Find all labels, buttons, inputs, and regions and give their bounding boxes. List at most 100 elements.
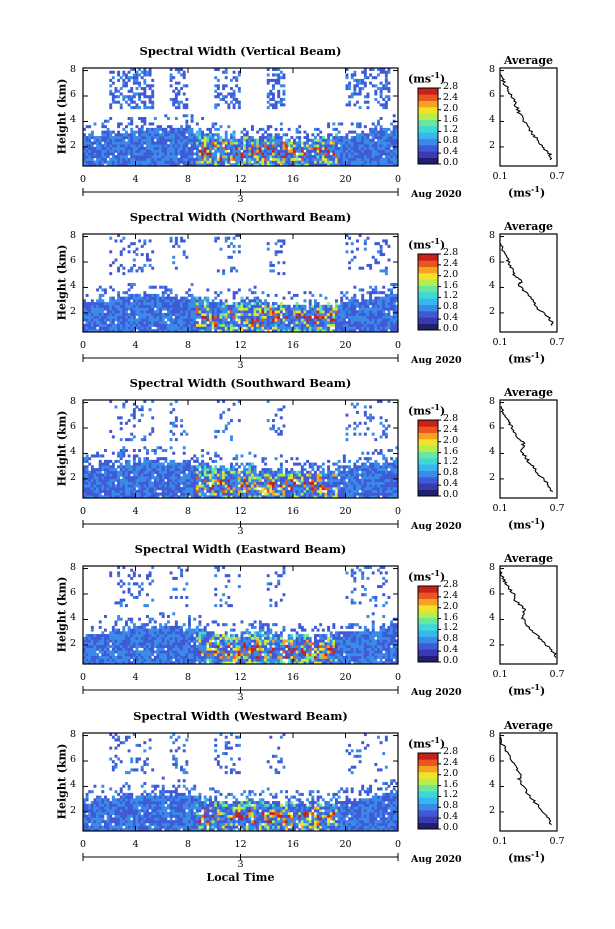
heatmap-cell [209, 468, 212, 472]
heatmap-cell [230, 468, 233, 472]
heatmap-cell [188, 155, 191, 159]
heatmap-cell [119, 329, 123, 333]
heatmap-cell [83, 144, 86, 148]
heatmap-cell [125, 95, 128, 99]
heatmap-cell [237, 473, 241, 477]
heatmap-cell [190, 310, 194, 314]
heatmap-cell [248, 299, 252, 303]
heatmap-cell [135, 492, 139, 496]
heatmap-cell [282, 73, 286, 77]
heatmap-cell [266, 157, 270, 161]
heatmap-cell [269, 89, 273, 93]
heatmap-cell [274, 484, 278, 488]
heatmap-cell [266, 495, 270, 499]
heatmap-cell [353, 130, 357, 134]
heatmap-cell [264, 160, 268, 164]
heatmap-cell [277, 92, 281, 96]
heatmap-cell [371, 323, 375, 327]
heatmap-cell [151, 103, 155, 107]
heatmap-cell [298, 321, 302, 325]
heatmap-cell [253, 468, 257, 472]
heatmap-cell [106, 495, 110, 499]
heatmap-cell [122, 454, 126, 458]
heatmap-cell [316, 302, 320, 306]
heatmap-cell [274, 160, 278, 164]
heatmap-cell [353, 149, 357, 153]
heatmap-cell [153, 133, 157, 137]
heatmap-cell [151, 470, 155, 474]
heatmap-cell [111, 323, 115, 327]
heatmap-cell [261, 487, 265, 491]
heatmap-cell [188, 321, 191, 325]
heatmap-cell [151, 489, 155, 493]
heatmap-cell [138, 304, 142, 308]
heatmap-cell [314, 146, 317, 150]
heatmap-cell [230, 476, 233, 480]
heatmap-cell [395, 146, 399, 150]
heatmap-cell [195, 484, 199, 488]
heatmap-cell [222, 160, 226, 164]
heatmap-cell [321, 138, 325, 142]
heatmap-cell [319, 293, 323, 297]
heatmap-cell [159, 149, 163, 153]
heatmap-cell [256, 476, 260, 480]
heatmap-cell [127, 138, 131, 142]
heatmap-cell [130, 432, 134, 436]
heatmap-cell [366, 100, 370, 104]
heatmap-cell [356, 149, 359, 153]
heatmap-cell [363, 160, 367, 164]
heatmap-cell [387, 163, 391, 167]
heatmap-cell [282, 315, 286, 319]
heatmap-cell [140, 302, 144, 306]
heatmap-cell [382, 106, 386, 110]
heatmap-cell [264, 318, 268, 322]
heatmap-cell [111, 489, 115, 493]
heatmap-cell [316, 149, 320, 153]
heatmap-cell [206, 160, 210, 164]
heatmap-cell [387, 293, 391, 297]
heatmap-cell [193, 163, 197, 167]
heatmap-cell [135, 302, 139, 306]
heatmap-cell [230, 149, 233, 153]
heatmap-cell [93, 146, 97, 150]
heatmap-cell [153, 481, 157, 485]
heatmap-cell [88, 484, 92, 488]
heatmap-cell [146, 152, 149, 156]
heatmap-cell [237, 492, 241, 496]
heatmap-cell [219, 302, 223, 306]
heatmap-cell [93, 315, 97, 319]
heatmap-cell [101, 476, 105, 480]
heatmap-cell [274, 73, 278, 77]
heatmap-cell [337, 312, 341, 316]
heatmap-cell [295, 144, 299, 148]
heatmap-cell [127, 97, 131, 101]
heatmap-cell [329, 133, 333, 137]
heatmap-cell [258, 315, 262, 319]
heatmap-cell [266, 138, 270, 142]
heatmap-cell [101, 310, 105, 314]
heatmap-cell [98, 454, 102, 458]
heatmap-cell [182, 478, 186, 482]
heatmap-cell [167, 326, 170, 330]
heatmap-cell [222, 84, 226, 88]
heatmap-cell [279, 149, 283, 153]
heatmap-cell [125, 312, 128, 316]
heatmap-cell [261, 138, 265, 142]
heatmap-cell [279, 432, 283, 436]
heatmap-cell [248, 484, 252, 488]
heatmap-cell [272, 73, 275, 77]
heatmap-cell [264, 492, 268, 496]
heatmap-cell [140, 299, 144, 303]
heatmap-cell [182, 250, 186, 254]
heatmap-cell [104, 462, 107, 466]
heatmap-cell [83, 468, 86, 472]
heatmap-cell [390, 329, 394, 333]
heatmap-cell [261, 484, 265, 488]
heatmap-cell [337, 470, 341, 474]
heatmap-cell [161, 157, 165, 161]
heatmap-cell [164, 489, 168, 493]
heatmap-cell [308, 152, 312, 156]
heatmap-cell [117, 489, 121, 493]
heatmap-cell [109, 103, 113, 107]
heatmap-cell [319, 473, 323, 477]
